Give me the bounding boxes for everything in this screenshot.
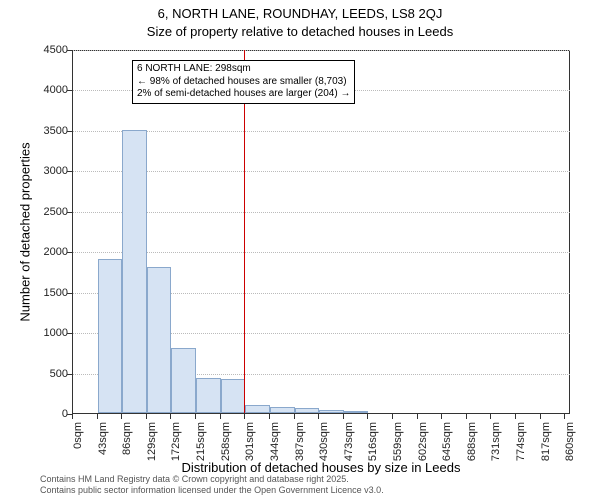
y-tick-mark	[67, 171, 72, 172]
x-tick-mark	[367, 414, 368, 419]
footer-line-2: Contains public sector information licen…	[40, 485, 384, 496]
x-tick-mark	[441, 414, 442, 419]
histogram-bar	[270, 407, 295, 413]
x-tick-label: 860sqm	[564, 422, 576, 472]
title-address: 6, NORTH LANE, ROUNDHAY, LEEDS, LS8 2QJ	[0, 6, 600, 21]
title-subtitle: Size of property relative to detached ho…	[0, 24, 600, 39]
x-tick-mark	[121, 414, 122, 419]
x-tick-label: 301sqm	[244, 422, 256, 472]
y-tick-label: 1500	[28, 287, 68, 299]
y-tick-label: 500	[28, 368, 68, 380]
annotation-line-2: ← 98% of detached houses are smaller (8,…	[137, 76, 350, 89]
gridline	[73, 252, 570, 253]
y-tick-mark	[67, 212, 72, 213]
footer-line-1: Contains HM Land Registry data © Crown c…	[40, 474, 384, 485]
x-tick-mark	[540, 414, 541, 419]
x-tick-mark	[490, 414, 491, 419]
gridline	[73, 131, 570, 132]
y-tick-mark	[67, 252, 72, 253]
chart-container: 6, NORTH LANE, ROUNDHAY, LEEDS, LS8 2QJ …	[0, 0, 600, 500]
x-tick-mark	[244, 414, 245, 419]
histogram-bar	[98, 259, 123, 413]
histogram-bar	[147, 267, 172, 413]
y-tick-mark	[67, 333, 72, 334]
x-tick-label: 516sqm	[367, 422, 379, 472]
y-tick-label: 4000	[28, 84, 68, 96]
histogram-bar	[245, 405, 270, 413]
x-tick-label: 86sqm	[121, 422, 133, 472]
x-tick-mark	[466, 414, 467, 419]
x-tick-mark	[195, 414, 196, 419]
reference-line	[244, 50, 245, 413]
x-tick-label: 129sqm	[146, 422, 158, 472]
x-tick-label: 645sqm	[441, 422, 453, 472]
x-tick-mark	[392, 414, 393, 419]
y-tick-mark	[67, 374, 72, 375]
gridline	[73, 171, 570, 172]
gridline	[73, 50, 570, 51]
x-tick-mark	[220, 414, 221, 419]
x-tick-mark	[417, 414, 418, 419]
histogram-bar	[171, 348, 196, 413]
x-tick-mark	[515, 414, 516, 419]
y-tick-label: 3000	[28, 165, 68, 177]
x-tick-label: 602sqm	[417, 422, 429, 472]
x-tick-mark	[564, 414, 565, 419]
x-tick-label: 344sqm	[269, 422, 281, 472]
y-tick-label: 1000	[28, 327, 68, 339]
x-tick-label: 774sqm	[515, 422, 527, 472]
y-tick-mark	[67, 50, 72, 51]
x-tick-label: 731sqm	[490, 422, 502, 472]
x-tick-label: 559sqm	[392, 422, 404, 472]
y-axis-label-wrap: Number of detached properties	[18, 50, 32, 414]
x-tick-mark	[269, 414, 270, 419]
y-tick-label: 2000	[28, 246, 68, 258]
annotation-line-3: 2% of semi-detached houses are larger (2…	[137, 88, 350, 101]
y-tick-mark	[67, 90, 72, 91]
x-tick-label: 215sqm	[195, 422, 207, 472]
y-tick-label: 0	[28, 408, 68, 420]
x-tick-mark	[97, 414, 98, 419]
footer-attribution: Contains HM Land Registry data © Crown c…	[40, 474, 384, 496]
x-tick-label: 172sqm	[170, 422, 182, 472]
histogram-bar	[319, 410, 344, 413]
plot-area	[72, 50, 570, 414]
y-tick-mark	[67, 293, 72, 294]
x-tick-mark	[146, 414, 147, 419]
gridline	[73, 212, 570, 213]
x-tick-mark	[72, 414, 73, 419]
y-tick-label: 2500	[28, 206, 68, 218]
x-tick-mark	[343, 414, 344, 419]
x-tick-mark	[318, 414, 319, 419]
histogram-bar	[295, 408, 320, 413]
annotation-box: 6 NORTH LANE: 298sqm ← 98% of detached h…	[132, 60, 355, 104]
annotation-line-1: 6 NORTH LANE: 298sqm	[137, 63, 350, 76]
histogram-bar	[344, 411, 369, 413]
y-tick-label: 4500	[28, 44, 68, 56]
x-tick-mark	[294, 414, 295, 419]
x-tick-label: 0sqm	[72, 422, 84, 472]
y-tick-mark	[67, 131, 72, 132]
y-tick-label: 3500	[28, 125, 68, 137]
x-tick-label: 258sqm	[220, 422, 232, 472]
histogram-bar	[221, 379, 246, 413]
x-tick-label: 817sqm	[540, 422, 552, 472]
x-tick-label: 43sqm	[97, 422, 109, 472]
x-tick-label: 688sqm	[466, 422, 478, 472]
x-tick-label: 387sqm	[294, 422, 306, 472]
histogram-bar	[196, 378, 221, 413]
x-tick-label: 473sqm	[343, 422, 355, 472]
x-tick-mark	[170, 414, 171, 419]
x-tick-label: 430sqm	[318, 422, 330, 472]
histogram-bar	[122, 130, 147, 413]
